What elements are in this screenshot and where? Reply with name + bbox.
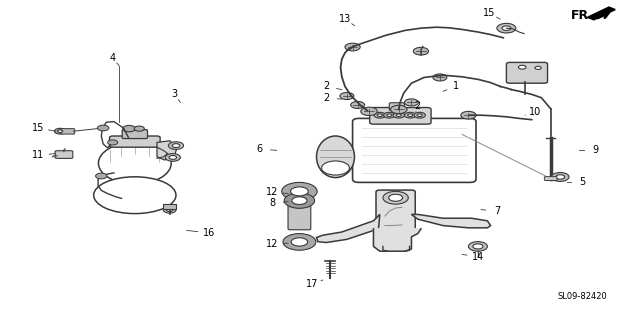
Circle shape [96, 173, 107, 179]
Circle shape [123, 125, 135, 132]
FancyBboxPatch shape [61, 129, 75, 134]
Text: 17: 17 [306, 279, 318, 289]
Circle shape [282, 182, 317, 200]
Circle shape [54, 128, 66, 134]
FancyBboxPatch shape [506, 62, 548, 83]
Polygon shape [157, 141, 177, 160]
Circle shape [165, 154, 180, 161]
Circle shape [166, 208, 173, 212]
Circle shape [284, 193, 315, 208]
FancyBboxPatch shape [110, 136, 160, 147]
Text: 9: 9 [592, 145, 598, 156]
Circle shape [391, 105, 407, 114]
Text: 16: 16 [203, 228, 215, 238]
Circle shape [58, 130, 63, 132]
Circle shape [351, 101, 365, 108]
Circle shape [433, 74, 447, 81]
Circle shape [172, 144, 180, 148]
Text: 14: 14 [472, 252, 484, 262]
Circle shape [322, 161, 349, 175]
Text: 11: 11 [32, 150, 44, 160]
Ellipse shape [94, 177, 176, 214]
Circle shape [377, 114, 382, 116]
Circle shape [292, 197, 307, 204]
Circle shape [169, 156, 177, 159]
FancyBboxPatch shape [389, 103, 404, 110]
Circle shape [417, 114, 422, 116]
Text: 10: 10 [529, 107, 541, 117]
Polygon shape [411, 214, 491, 228]
Text: 7: 7 [494, 206, 500, 216]
Circle shape [361, 107, 377, 116]
FancyBboxPatch shape [353, 118, 476, 182]
FancyBboxPatch shape [370, 108, 431, 124]
Text: 15: 15 [32, 123, 44, 133]
Circle shape [468, 242, 487, 251]
Circle shape [283, 234, 316, 250]
Circle shape [163, 207, 176, 213]
Circle shape [404, 112, 416, 118]
Circle shape [340, 92, 354, 100]
FancyBboxPatch shape [122, 130, 147, 139]
Circle shape [134, 126, 144, 131]
FancyBboxPatch shape [288, 202, 311, 230]
Circle shape [413, 47, 429, 55]
Circle shape [551, 172, 569, 181]
Text: 5: 5 [579, 177, 586, 188]
Circle shape [97, 125, 109, 131]
Circle shape [535, 66, 541, 69]
Text: 2: 2 [323, 81, 329, 92]
Circle shape [473, 244, 483, 249]
Text: 12: 12 [266, 239, 279, 249]
Polygon shape [316, 214, 380, 243]
Circle shape [389, 194, 403, 201]
Circle shape [291, 187, 308, 196]
Circle shape [404, 99, 418, 106]
FancyBboxPatch shape [544, 177, 557, 180]
Text: FR.: FR. [570, 9, 594, 22]
Circle shape [518, 65, 526, 69]
Circle shape [393, 112, 404, 118]
Circle shape [414, 112, 425, 118]
Circle shape [374, 112, 385, 118]
Circle shape [384, 112, 395, 118]
Text: 3: 3 [171, 89, 177, 100]
Circle shape [345, 43, 360, 51]
Text: 4: 4 [110, 52, 116, 63]
Circle shape [408, 114, 413, 116]
Text: 2: 2 [415, 101, 421, 111]
Circle shape [461, 111, 476, 119]
Text: SL09-82420: SL09-82420 [558, 292, 607, 301]
Circle shape [108, 140, 118, 145]
Text: 12: 12 [266, 187, 279, 197]
Circle shape [497, 23, 516, 33]
Text: 1: 1 [453, 81, 459, 92]
Circle shape [532, 65, 544, 71]
Circle shape [387, 114, 392, 116]
Ellipse shape [99, 142, 171, 184]
Circle shape [396, 114, 401, 116]
Ellipse shape [316, 136, 354, 178]
Circle shape [556, 175, 565, 179]
FancyBboxPatch shape [376, 190, 415, 231]
FancyBboxPatch shape [163, 204, 176, 209]
Text: 8: 8 [269, 198, 275, 208]
FancyBboxPatch shape [55, 151, 73, 158]
Circle shape [502, 26, 511, 30]
Circle shape [515, 63, 530, 71]
Circle shape [291, 238, 308, 246]
Text: 2: 2 [323, 92, 329, 103]
Text: 15: 15 [483, 8, 496, 18]
Text: 6: 6 [256, 144, 263, 154]
Text: 13: 13 [339, 14, 351, 24]
Polygon shape [587, 7, 615, 20]
Circle shape [168, 142, 184, 149]
Circle shape [383, 191, 408, 204]
Polygon shape [373, 229, 421, 251]
